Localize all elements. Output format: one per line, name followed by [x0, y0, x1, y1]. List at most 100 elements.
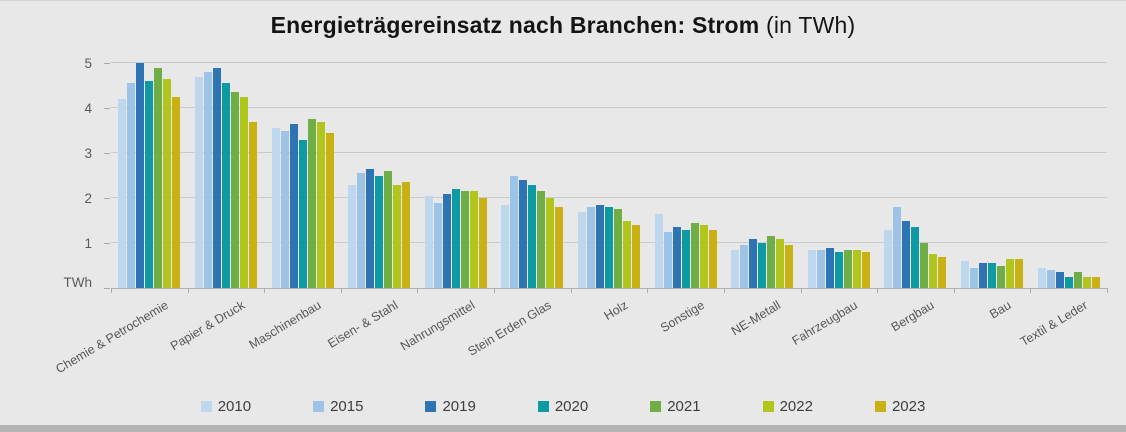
legend-swatch	[874, 401, 886, 412]
bar	[248, 121, 257, 288]
y-axis-unit-label: TWh	[63, 275, 93, 290]
bar	[852, 249, 861, 288]
chart-title: Energieträgereinsatz nach Branchen: Stro…	[0, 12, 1126, 39]
legend-swatch	[313, 401, 325, 412]
bar	[118, 99, 127, 288]
legend-label: 2015	[330, 398, 364, 415]
x-axis-label: Bau	[987, 298, 1014, 322]
legend-swatch	[200, 401, 212, 412]
bar	[938, 256, 947, 288]
bar	[1091, 276, 1100, 288]
bar	[816, 249, 825, 288]
bar	[402, 182, 411, 288]
x-axis-tick-mark	[187, 288, 189, 293]
y-axis-tick-label: 5	[84, 56, 92, 71]
x-axis-label: Bergbau	[888, 298, 937, 335]
bar	[384, 171, 393, 288]
x-axis-label: Chemie & Petrochemie	[53, 298, 171, 377]
bar	[230, 92, 239, 288]
bar	[1037, 267, 1046, 288]
x-axis-label: Sonstige	[657, 298, 707, 336]
bar	[546, 198, 555, 288]
bar	[970, 267, 979, 288]
legend-swatch	[762, 401, 774, 412]
legend-item: 2023	[874, 398, 926, 415]
bar	[537, 191, 546, 288]
legend-label: 2023	[891, 398, 926, 415]
x-axis-label: Papier & Druck	[167, 298, 248, 354]
legend-item: 2010	[200, 398, 252, 415]
legend-swatch	[537, 401, 549, 412]
x-axis-label: Stein Erden Glas	[465, 298, 554, 359]
bar	[740, 245, 749, 288]
bar	[528, 184, 537, 288]
bar	[433, 202, 442, 288]
chart-title-unit: (in TWh)	[759, 12, 856, 38]
bar	[979, 263, 988, 288]
legend-item: 2020	[537, 398, 588, 415]
bar	[280, 130, 289, 288]
bar	[861, 252, 870, 288]
bar	[663, 231, 672, 288]
bar	[316, 121, 325, 288]
gridline	[111, 152, 1107, 153]
bar-group	[571, 63, 648, 288]
bar	[298, 139, 307, 288]
bar	[172, 96, 181, 288]
y-axis-tick-label: 3	[84, 146, 92, 161]
legend: 2010 2015 2019 2020 2021 2022 2023	[0, 398, 1126, 415]
bar	[884, 229, 893, 288]
bar-group	[264, 63, 341, 288]
bar	[920, 243, 929, 288]
x-axis-label: Nahrungsmittel	[397, 298, 477, 354]
bar	[843, 249, 852, 288]
legend-item: 2015	[313, 398, 363, 415]
legend-label: 2022	[779, 398, 813, 415]
x-axis-tick-mark	[264, 288, 266, 293]
bar-group	[647, 63, 724, 288]
bar	[834, 252, 843, 288]
bar-group	[188, 63, 265, 288]
bar	[749, 238, 758, 288]
bar	[961, 261, 970, 288]
bar	[478, 198, 487, 288]
bar	[239, 96, 248, 288]
bar	[510, 175, 519, 288]
bar	[519, 180, 528, 288]
bar	[393, 184, 402, 288]
bar	[1015, 258, 1024, 288]
x-axis-tick-mark	[1030, 288, 1032, 293]
bar	[1082, 276, 1091, 288]
bar	[708, 229, 717, 288]
y-axis-tick-mark	[104, 198, 110, 199]
chart-title-main: Energieträgereinsatz nach Branchen: Stro…	[270, 12, 760, 38]
bar	[672, 227, 681, 288]
bar-group	[417, 63, 494, 288]
bar	[442, 193, 451, 288]
x-axis-tick-mark	[494, 288, 496, 293]
bar	[1006, 258, 1015, 288]
y-axis-tick-label: 1	[84, 236, 92, 251]
bar-group	[341, 63, 418, 288]
legend-label: 2010	[217, 398, 252, 415]
bar	[501, 204, 510, 288]
x-axis-label: Textil & Leder	[1017, 298, 1090, 350]
bar-group	[494, 63, 571, 288]
bar-group	[877, 63, 954, 288]
bar	[1046, 270, 1055, 288]
bar	[613, 209, 622, 288]
bar	[785, 245, 794, 288]
bar	[622, 220, 631, 288]
bar	[929, 254, 938, 288]
y-axis-tick-mark	[104, 243, 110, 244]
legend-item: 2021	[650, 398, 701, 415]
bar	[307, 119, 316, 288]
x-axis-tick-mark	[647, 288, 649, 293]
bar	[163, 78, 172, 288]
bar	[911, 227, 920, 288]
bar	[451, 189, 460, 288]
bar	[145, 81, 154, 288]
y-axis-tick-mark	[104, 63, 110, 64]
bar	[212, 67, 221, 288]
x-axis-tick-mark	[570, 288, 572, 293]
